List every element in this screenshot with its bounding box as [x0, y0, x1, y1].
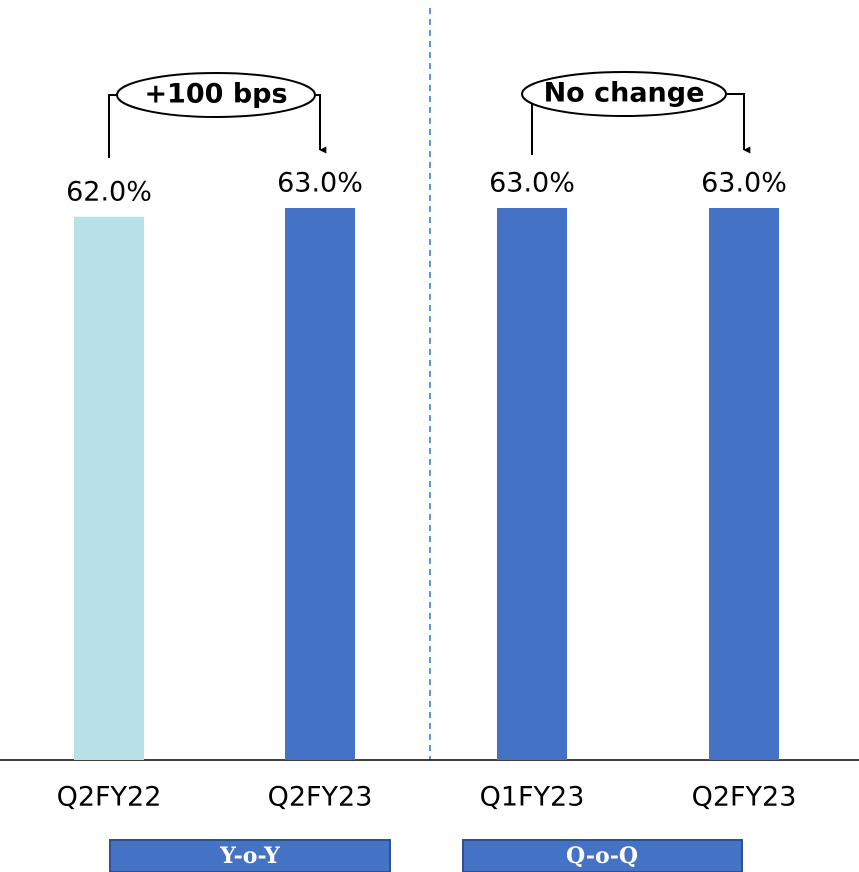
annotation-ellipse: [521, 71, 727, 117]
annotation: +100 bps: [144, 79, 287, 110]
bracket: [108, 94, 118, 158]
x-tick-label: Q2FY23: [268, 782, 373, 813]
group-box: [109, 839, 391, 872]
x-tick-label: Q2FY22: [57, 782, 162, 813]
bracket-arrow: [314, 94, 327, 154]
group-box: [462, 839, 743, 872]
group-label: Y-o-Y: [219, 843, 280, 869]
bar: [709, 207, 779, 760]
x-tick-label: Q2FY23: [692, 782, 797, 813]
bar: [285, 207, 355, 760]
bar: [497, 207, 567, 760]
bar: [74, 216, 144, 761]
x-tick-label: Q1FY23: [480, 782, 585, 813]
value-label: 63.0%: [277, 167, 363, 198]
value-label: 63.0%: [489, 167, 575, 198]
value-label: 62.0%: [66, 176, 152, 207]
annotation-ellipse: [116, 72, 316, 118]
group-label: Q-o-Q: [566, 843, 638, 869]
value-label: 63.0%: [701, 167, 787, 198]
bracket-arrow: [724, 93, 751, 154]
annotation: No change: [544, 78, 705, 109]
